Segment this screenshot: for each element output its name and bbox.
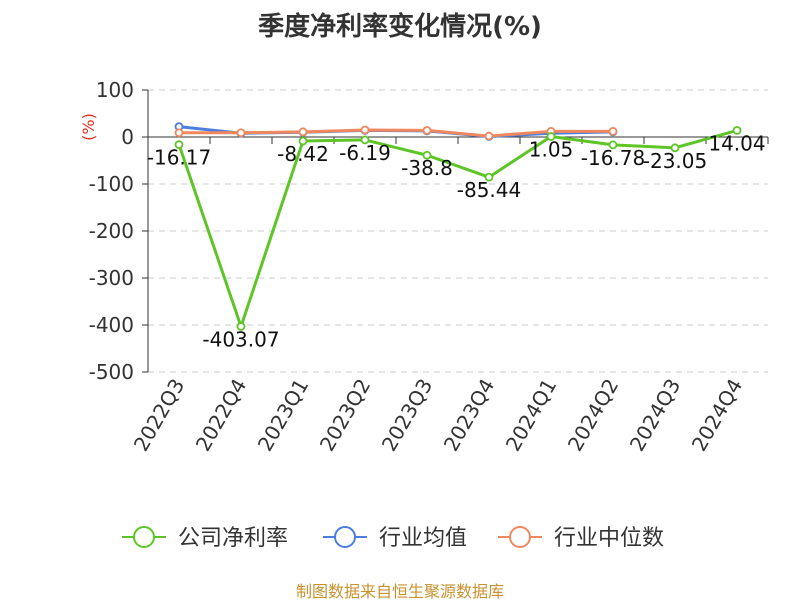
- data-point-2-2[interactable]: [298, 127, 308, 137]
- data-label: 1.05: [529, 138, 574, 162]
- x-tick-label: 2024Q4: [687, 375, 747, 456]
- y-tick-label: 100: [96, 78, 134, 102]
- data-point-2-7[interactable]: [608, 126, 618, 136]
- data-label: 14.04: [708, 131, 765, 155]
- series-line-2: [179, 128, 613, 138]
- chart-title: 季度净利率变化情况(%): [258, 12, 542, 42]
- y-tick-label: -400: [89, 313, 134, 337]
- data-point-0-3[interactable]: [360, 135, 370, 145]
- data-point-0-9[interactable]: [732, 126, 742, 135]
- legend-marker-icon: [334, 526, 356, 548]
- grid-layer: [148, 89, 768, 373]
- y-tick-label: -100: [89, 172, 134, 196]
- legend[interactable]: 公司净利率 行业均值 行业中位数: [122, 526, 664, 551]
- legend-label: 公司净利率: [178, 526, 288, 551]
- data-label: -403.07: [202, 327, 279, 351]
- data-point-0-2[interactable]: [298, 136, 308, 146]
- data-point-0-5[interactable]: [484, 172, 494, 182]
- y-tick-label: -300: [89, 266, 134, 290]
- x-tick-label: 2024Q1: [501, 375, 561, 456]
- data-point-2-5[interactable]: [484, 131, 494, 141]
- series-line-0: [177, 128, 738, 328]
- x-tick-label: 2023Q3: [377, 375, 437, 456]
- data-point-2-0[interactable]: [174, 128, 184, 138]
- legend-item-0[interactable]: 公司净利率: [122, 526, 288, 551]
- legend-marker-icon: [133, 526, 155, 548]
- x-tick-label: 2024Q2: [563, 375, 623, 456]
- legend-item-1[interactable]: 行业均值: [323, 526, 467, 551]
- x-tick-label: 2023Q4: [439, 375, 499, 456]
- x-tick-label: 2022Q4: [191, 375, 251, 456]
- series-layer: [174, 122, 742, 331]
- data-point-0-7[interactable]: [608, 140, 618, 150]
- legend-label: 行业中位数: [554, 526, 664, 551]
- legend-label: 行业均值: [379, 526, 467, 551]
- x-tick-label: 2023Q2: [315, 375, 375, 456]
- y-tick-label: -500: [89, 360, 134, 384]
- data-point-0-8[interactable]: [670, 143, 680, 153]
- data-label: -38.8: [401, 156, 453, 180]
- source-note: 制图数据来自恒生聚源数据库: [295, 582, 504, 601]
- legend-marker-icon: [509, 526, 531, 548]
- data-label: -6.19: [339, 141, 391, 165]
- label-layer: -16.17 -403.07 -8.42 -6.19 -38.8-85.44 1.05 -1…: [147, 131, 766, 351]
- data-label: -85.44: [457, 178, 521, 202]
- data-point-0-6[interactable]: [546, 132, 556, 141]
- y-tick-label: -200: [89, 219, 134, 243]
- data-point-0-4[interactable]: [422, 150, 432, 160]
- y-tick-label: 0: [121, 125, 134, 149]
- x-tick-label: 2024Q3: [625, 375, 685, 456]
- x-tick-label: 2023Q1: [253, 375, 313, 456]
- data-point-0-1[interactable]: [236, 322, 246, 331]
- data-point-2-1[interactable]: [236, 128, 246, 138]
- data-label: -16.17: [147, 146, 211, 170]
- data-label: -23.05: [643, 149, 707, 173]
- y-axis-title: (%): [79, 113, 98, 141]
- legend-item-2[interactable]: 行业中位数: [498, 526, 664, 551]
- data-point-2-4[interactable]: [422, 126, 432, 135]
- data-point-2-3[interactable]: [360, 125, 370, 135]
- data-label: -16.78: [581, 146, 645, 170]
- data-point-0-0[interactable]: [174, 140, 184, 149]
- x-tick-label: 2022Q3: [129, 375, 189, 456]
- data-label: -8.42: [277, 142, 329, 166]
